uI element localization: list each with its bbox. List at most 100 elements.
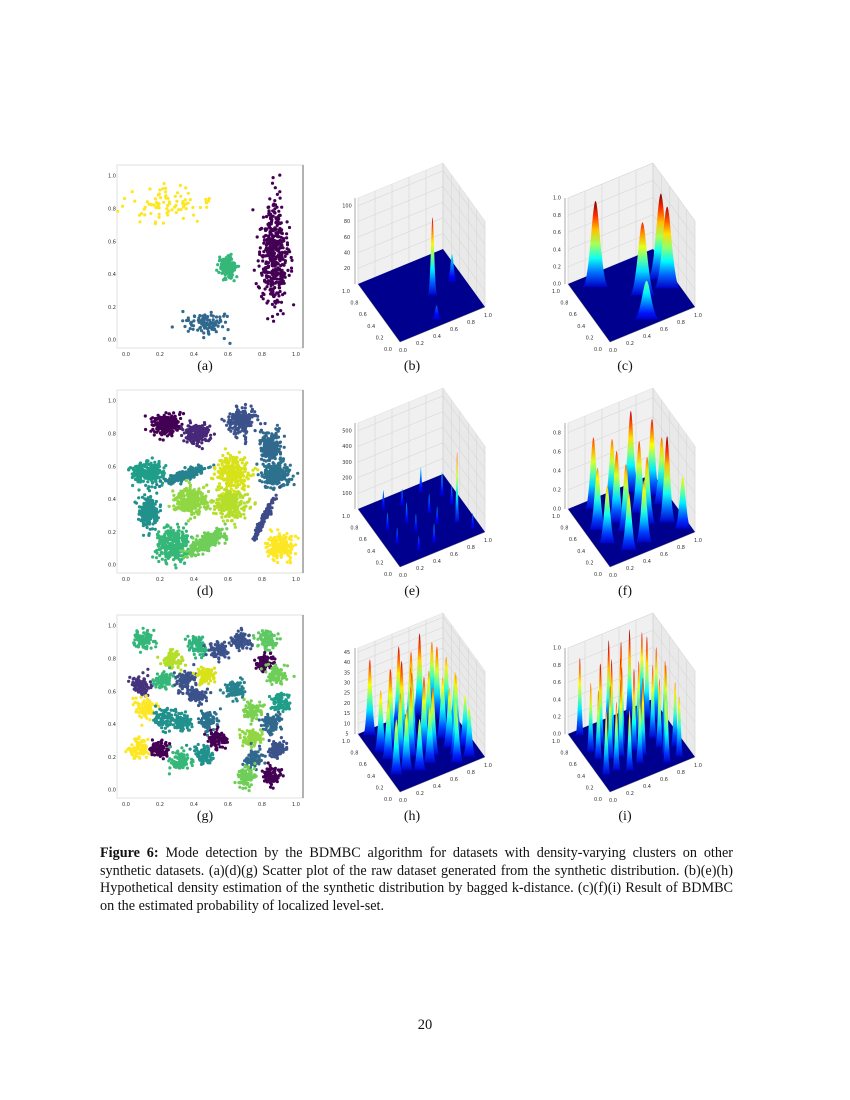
data-point — [136, 638, 140, 642]
data-point — [142, 631, 146, 635]
data-point — [145, 465, 149, 469]
data-point — [162, 466, 166, 470]
data-point — [279, 230, 283, 235]
data-point — [187, 502, 191, 506]
data-point — [267, 205, 271, 209]
x-tick-label: 0.0 — [122, 352, 130, 358]
data-point — [197, 437, 201, 441]
data-point — [173, 194, 177, 198]
data-point — [281, 473, 285, 477]
data-point — [255, 235, 259, 239]
data-point — [133, 477, 137, 481]
data-point — [152, 506, 156, 510]
data-point — [158, 509, 163, 513]
cluster — [155, 463, 216, 489]
data-point — [273, 443, 278, 447]
z-tick-label: 0.6 — [553, 449, 561, 455]
data-point — [155, 491, 159, 495]
data-point — [275, 447, 279, 451]
y-axis — [357, 283, 401, 343]
data-point — [259, 422, 263, 426]
data-point — [292, 483, 296, 487]
data-point — [241, 485, 245, 489]
data-point — [233, 525, 237, 529]
data-point — [182, 439, 186, 443]
x-tick-label: 0.2 — [156, 802, 164, 808]
data-point — [266, 554, 270, 558]
data-point — [190, 504, 194, 508]
data-point — [292, 303, 296, 307]
data-point — [182, 205, 186, 209]
data-point — [164, 422, 168, 427]
density-peak — [434, 506, 440, 524]
data-point — [281, 537, 285, 541]
x-tick-label: 1.0 — [292, 577, 300, 583]
data-point — [155, 518, 159, 522]
data-point — [232, 279, 236, 283]
data-point — [228, 453, 233, 458]
data-point — [244, 642, 248, 646]
data-point — [209, 644, 213, 648]
data-point — [195, 429, 199, 433]
data-point — [260, 438, 264, 442]
data-point — [188, 517, 193, 521]
density-peak — [404, 502, 410, 523]
data-point — [187, 648, 191, 652]
data-point — [142, 512, 146, 516]
data-point — [149, 495, 153, 499]
data-point — [181, 428, 185, 432]
x-tick-label: 0.2 — [156, 577, 164, 583]
data-point — [243, 402, 248, 407]
data-point — [233, 428, 237, 432]
data-point — [174, 417, 178, 422]
data-point — [250, 415, 254, 419]
data-point — [172, 422, 176, 426]
data-point — [220, 527, 224, 531]
data-point — [171, 489, 175, 493]
data-point — [190, 550, 194, 554]
data-point — [184, 186, 188, 190]
data-point — [225, 650, 229, 654]
x-tick-label: 1.0 — [694, 538, 702, 544]
data-point — [144, 517, 148, 521]
z-tick-label: 0.6 — [553, 230, 561, 236]
data-point — [289, 255, 293, 260]
data-point — [164, 530, 168, 534]
data-point — [261, 639, 265, 643]
data-point — [280, 280, 284, 284]
data-point — [177, 208, 181, 212]
data-point — [181, 216, 185, 220]
data-point — [187, 467, 191, 471]
data-point — [190, 471, 194, 475]
data-point — [196, 432, 200, 436]
data-point — [206, 504, 210, 508]
data-point — [184, 428, 188, 432]
data-point — [149, 475, 153, 479]
data-point — [221, 519, 225, 523]
data-point — [205, 548, 209, 552]
density-peaks — [427, 217, 457, 320]
data-point — [257, 286, 261, 290]
data-point — [196, 328, 200, 332]
data-point — [147, 513, 151, 518]
data-point — [272, 295, 276, 299]
data-point — [148, 505, 153, 509]
x-tick-label: 0.6 — [660, 552, 668, 558]
x-tick-label: 0.6 — [450, 552, 458, 558]
data-point — [235, 275, 239, 279]
data-point — [200, 441, 204, 445]
data-point — [153, 515, 157, 519]
data-point — [262, 442, 267, 446]
data-point — [178, 183, 182, 188]
y-tick-label: 0.6 — [108, 464, 116, 470]
data-point — [248, 421, 252, 425]
data-point — [154, 556, 159, 560]
data-point — [231, 264, 235, 268]
data-point — [282, 263, 286, 267]
data-point — [132, 641, 136, 645]
data-point — [241, 633, 246, 637]
data-point — [199, 544, 204, 548]
data-point — [203, 534, 207, 538]
density-peak — [454, 452, 460, 523]
data-point — [288, 549, 292, 553]
